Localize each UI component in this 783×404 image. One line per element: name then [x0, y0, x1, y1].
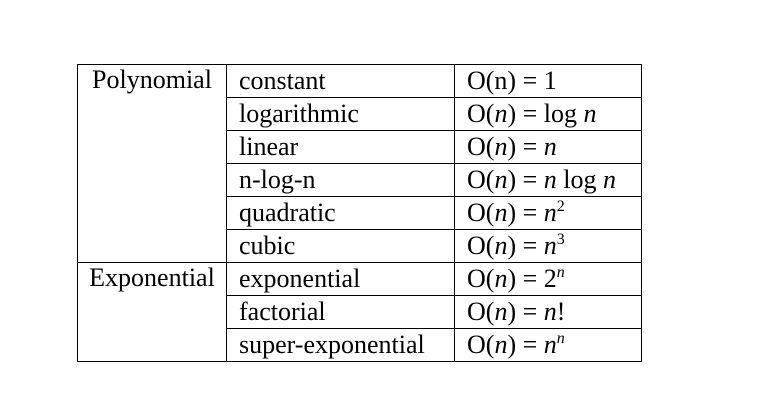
formula-variable: n — [494, 330, 508, 359]
table-row: cubic O(n) = n3 — [78, 229, 642, 263]
formula-variable: n — [494, 165, 508, 194]
formula-variable: n — [543, 165, 557, 194]
table-row: logarithmic O(n) = log n — [78, 97, 642, 131]
formula-text: O( — [467, 330, 495, 359]
complexity-name: super-exponential — [226, 328, 455, 362]
complexity-formula: O(n) = n log n — [454, 163, 642, 197]
table-row: n-log-n O(n) = n log n — [78, 163, 642, 197]
formula-variable: n — [494, 132, 508, 161]
formula-superscript: n — [556, 264, 565, 281]
formula-text: ) = — [507, 165, 544, 194]
group-label: Polynomial — [77, 64, 227, 263]
complexity-table: Polynomial constant O(n) = 1 logarithmic O(n… — [77, 64, 642, 362]
formula-variable: n — [583, 99, 597, 128]
table-row: super-exponential O(n) = nn — [78, 328, 642, 362]
complexity-formula: O(n) = n — [454, 130, 642, 164]
formula-variable: n — [543, 231, 557, 260]
formula-text: O( — [467, 165, 495, 194]
formula-variable: n — [543, 330, 557, 359]
formula-text: O( — [467, 132, 495, 161]
formula-text: log — [556, 165, 603, 194]
formula-text: ) = — [507, 198, 544, 227]
formula-variable: n — [494, 231, 508, 260]
formula-variable: n — [543, 198, 557, 227]
complexity-name: n-log-n — [226, 163, 455, 197]
formula-text: ) = — [507, 231, 544, 260]
complexity-formula: O(n) = n3 — [454, 229, 642, 263]
formula-text: ! — [556, 297, 566, 326]
complexity-name: constant — [226, 64, 455, 98]
formula-variable: n — [494, 99, 508, 128]
complexity-name: exponential — [226, 262, 455, 296]
complexity-name: quadratic — [226, 196, 455, 230]
formula-variable: n — [494, 264, 508, 293]
complexity-name: factorial — [226, 295, 455, 329]
table-row: Polynomial constant O(n) = 1 — [77, 64, 642, 263]
complexity-formula: O(n) = log n — [454, 97, 642, 131]
complexity-formula: O(n) = nn — [454, 328, 642, 362]
table-row: Exponential exponential O(n) = 2n — [77, 262, 642, 362]
formula-text: ) = log — [507, 99, 584, 128]
formula-variable: n — [543, 297, 557, 326]
complexity-name: cubic — [226, 229, 455, 263]
formula-text: ) = 2 — [507, 264, 557, 293]
formula-variable: n — [603, 165, 616, 194]
complexity-formula: O(n) = n! — [454, 295, 642, 329]
formula-text: O( — [467, 264, 495, 293]
formula-text: ) = — [507, 330, 544, 359]
table-body: Polynomial constant O(n) = 1 logarithmic O(n… — [77, 64, 642, 362]
formula-text: ) = — [507, 132, 544, 161]
formula-text: O( — [467, 198, 495, 227]
formula-variable: n — [543, 132, 557, 161]
group-label: Exponential — [77, 262, 227, 362]
complexity-name: linear — [226, 130, 455, 164]
table-row: quadratic O(n) = n2 — [78, 196, 642, 230]
complexity-formula: O(n) = 1 — [454, 64, 642, 98]
formula-text: O( — [467, 297, 495, 326]
complexity-formula: O(n) = n2 — [454, 196, 642, 230]
table-row: factorial O(n) = n! — [78, 295, 642, 329]
formula-text: ) = — [507, 297, 544, 326]
complexity-name: logarithmic — [226, 97, 455, 131]
formula-variable: n — [494, 198, 508, 227]
formula-text: O( — [467, 99, 495, 128]
formula-text: O(n) = 1 — [467, 66, 557, 95]
complexity-formula: O(n) = 2n — [454, 262, 642, 296]
table-wrapper: Polynomial constant O(n) = 1 logarithmic O(n… — [77, 64, 642, 362]
formula-variable: n — [494, 297, 508, 326]
formula-text: O( — [467, 231, 495, 260]
formula-superscript: 2 — [556, 198, 565, 215]
formula-superscript: n — [556, 330, 565, 347]
formula-superscript: 3 — [556, 231, 565, 248]
